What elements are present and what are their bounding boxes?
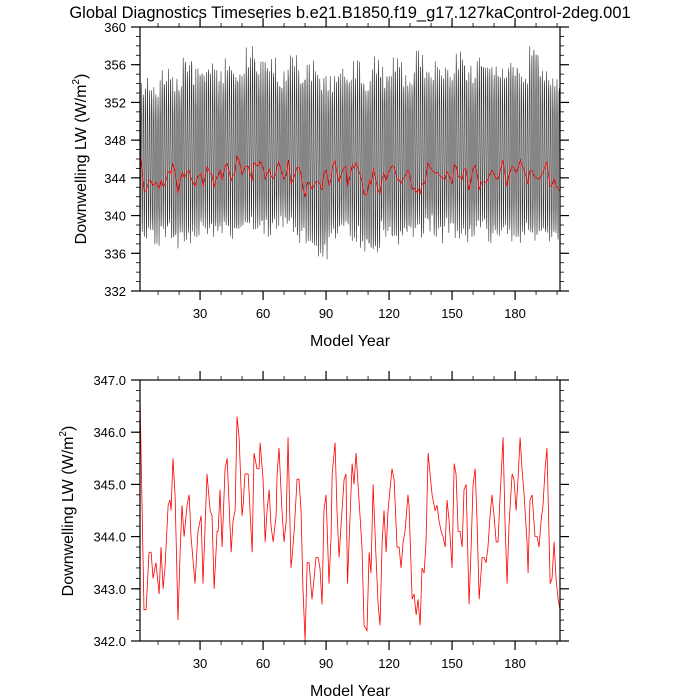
y-tick-label: 345.0 <box>93 477 126 492</box>
top-xlabel: Model Year <box>310 333 391 350</box>
y-tick-label: 344.0 <box>93 530 126 545</box>
x-tick-label: 150 <box>441 306 463 321</box>
x-tick-label: 150 <box>441 656 463 671</box>
top-ylabel-close: ) <box>73 74 90 79</box>
x-tick-label: 30 <box>193 306 207 321</box>
bottom-ylabel: Downwelling LW (W/m2) <box>58 426 77 597</box>
y-tick-label: 342.0 <box>93 634 126 649</box>
y-tick-label: 344 <box>104 171 126 186</box>
chart-title: Global Diagnostics Timeseries b.e21.B185… <box>69 4 630 22</box>
y-tick-label: 356 <box>104 58 126 73</box>
x-tick-label: 90 <box>319 656 333 671</box>
y-tick-label: 343.0 <box>93 582 126 597</box>
y-tick-label: 340 <box>104 209 126 224</box>
x-tick-label: 30 <box>193 656 207 671</box>
annual-mean-series-line <box>139 152 561 197</box>
x-tick-label: 180 <box>504 656 526 671</box>
bottom-ylabel-main: Downwelling LW (W/m <box>60 437 77 597</box>
top-ylabel-sup: 2 <box>71 79 82 85</box>
x-tick-label: 120 <box>378 656 400 671</box>
top-panel: 30 60 90 120 150 180332336340344348352356360 … <box>71 18 569 350</box>
y-tick-label: 352 <box>104 95 126 110</box>
y-tick-label: 332 <box>104 284 126 299</box>
y-tick-label: 360 <box>104 20 126 35</box>
bottom-ylabel-sup: 2 <box>58 431 69 437</box>
x-tick-label: 120 <box>378 306 400 321</box>
annual-mean-series-line <box>139 395 561 642</box>
y-tick-label: 346.0 <box>93 425 126 440</box>
bottom-panel: 30 60 90 120 150 180 342.0 343.0 344.0 345.0 346.0… <box>58 371 569 700</box>
top-ylabel-main: Downwelling LW (W/m <box>73 85 90 245</box>
bottom-xlabel: Model Year <box>310 683 391 700</box>
monthly-series-line <box>139 46 561 260</box>
bottom-plot-marks: 30 60 90 120 150 180 342.0 343.0 344.0 345.0 346.0… <box>93 371 569 671</box>
bottom-ylabel-close: ) <box>60 426 77 431</box>
top-plot-marks: 30 60 90 120 150 180 332 336 340 344 348 352 356 360 <box>104 18 569 321</box>
x-tick-label: 90 <box>319 306 333 321</box>
x-tick-label: 180 <box>504 306 526 321</box>
plot-frame <box>139 379 561 642</box>
y-tick-label: 348 <box>104 133 126 148</box>
y-tick-label: 347.0 <box>93 373 126 388</box>
x-tick-label: 60 <box>256 656 270 671</box>
x-tick-label: 60 <box>256 306 270 321</box>
y-tick-label: 336 <box>104 246 126 261</box>
top-ylabel: Downwelling LW (W/m2) <box>71 74 90 245</box>
